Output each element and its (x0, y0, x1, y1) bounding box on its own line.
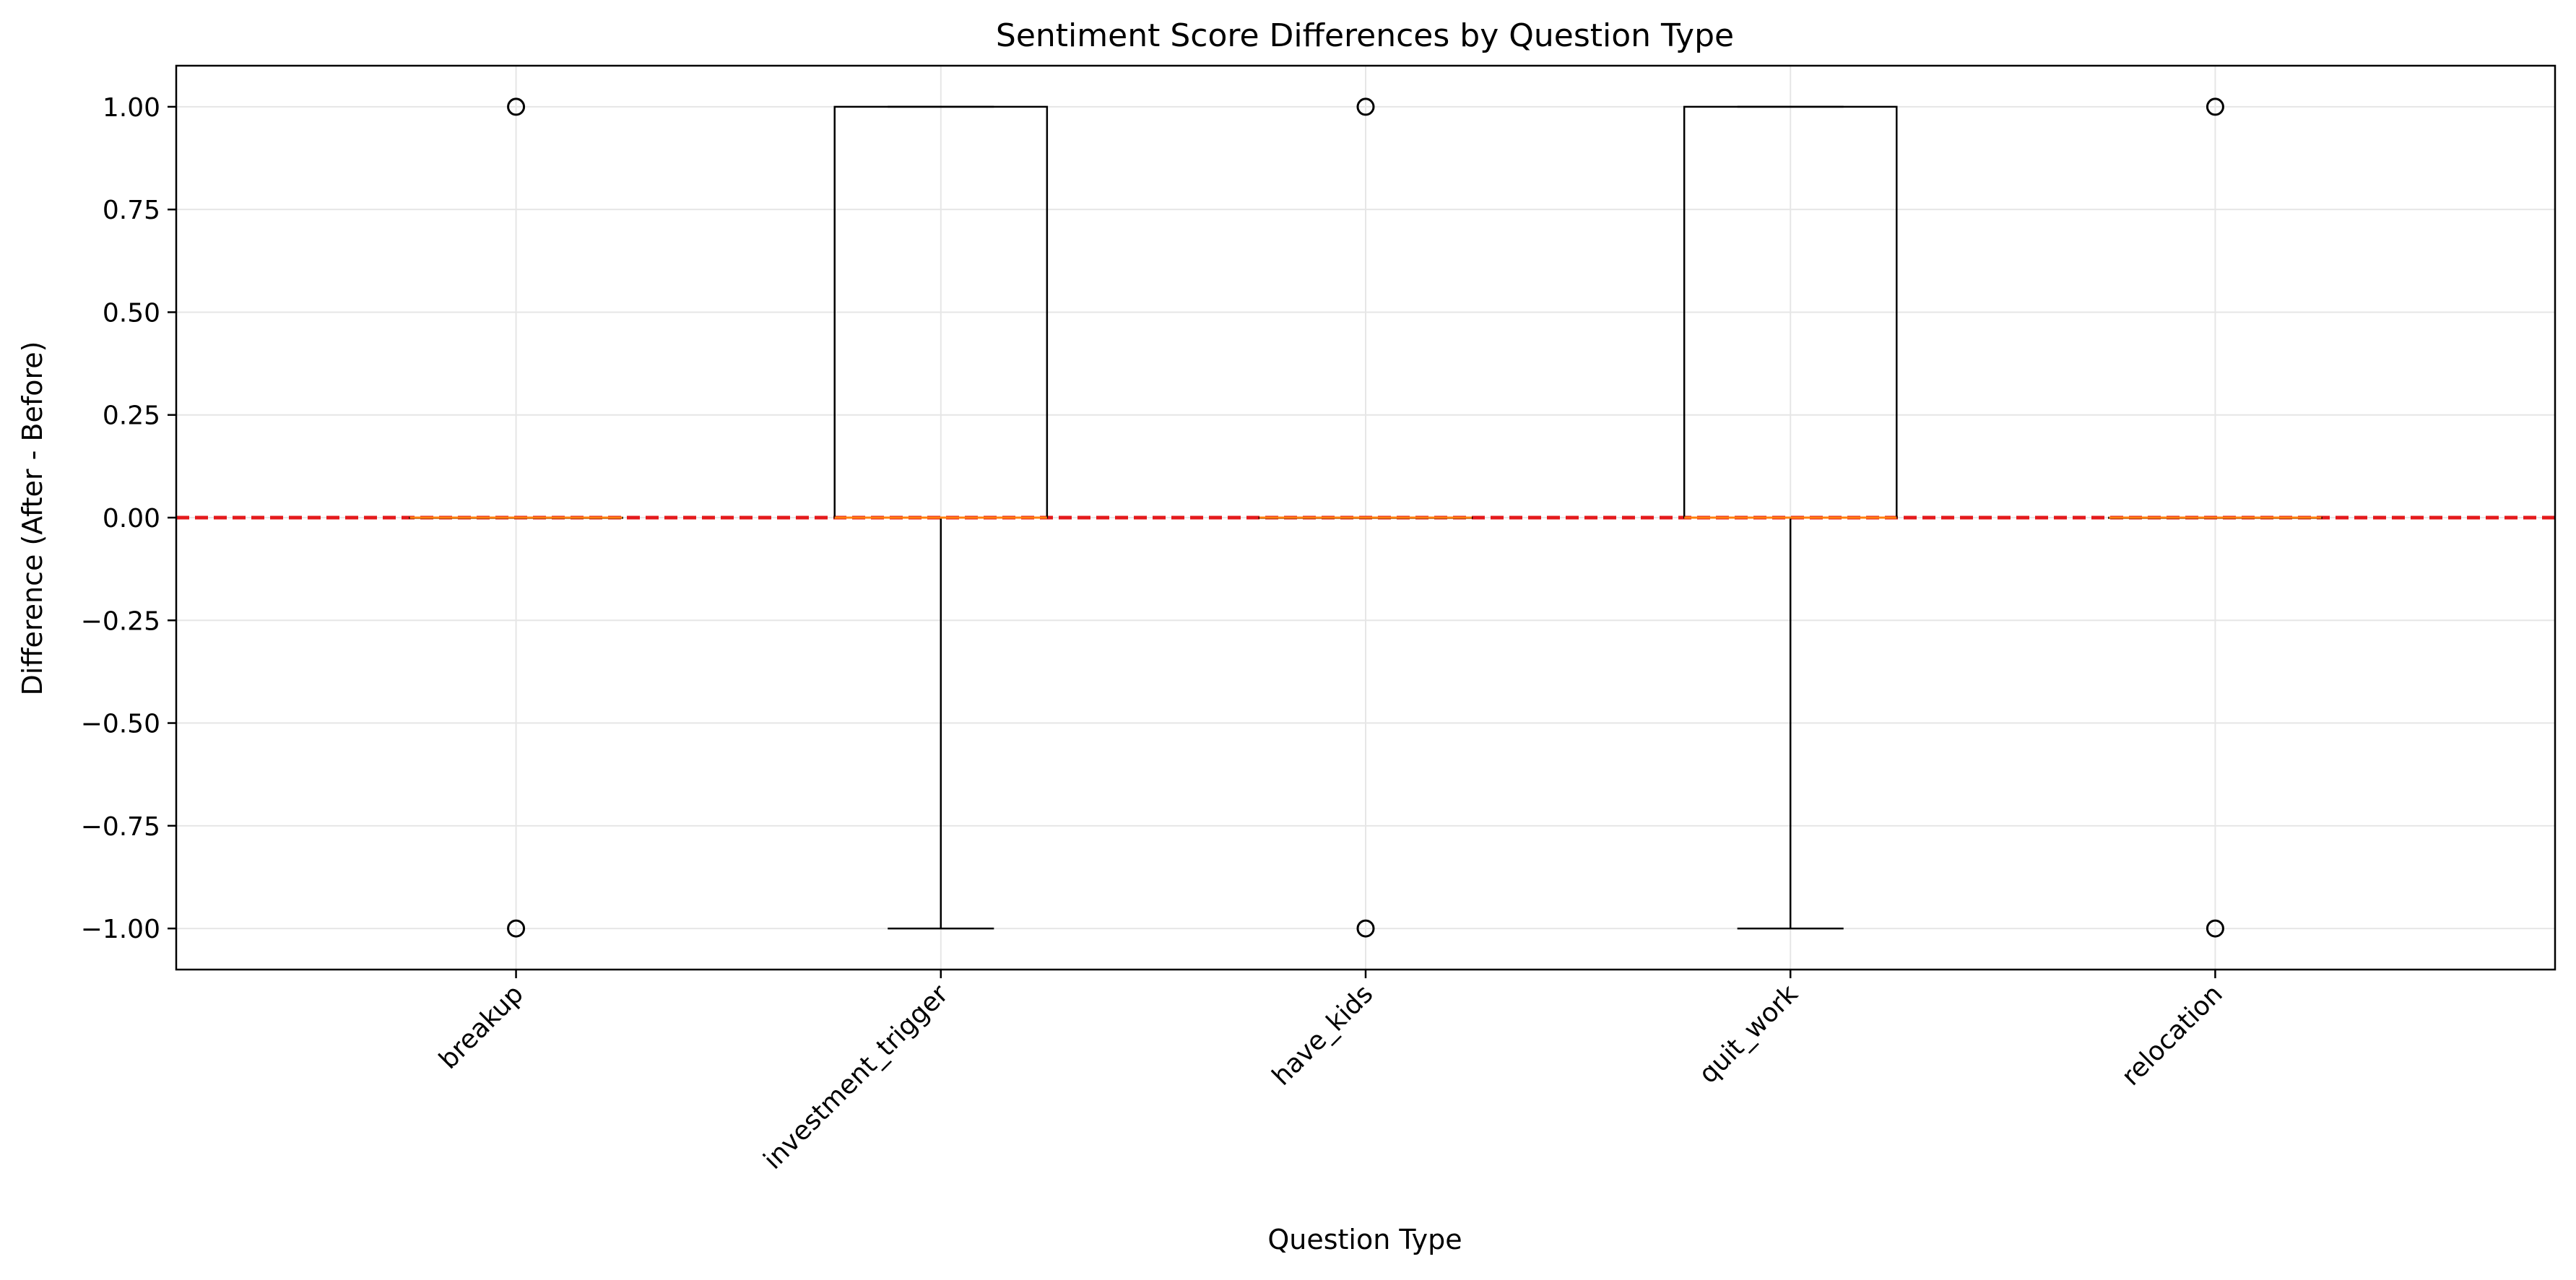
x-tick-label: relocation (2116, 979, 2229, 1092)
y-tick-label: 0.50 (103, 298, 160, 328)
box-have_kids (1258, 97, 1473, 938)
y-tick-label: −0.50 (81, 710, 160, 739)
box-breakup (409, 97, 623, 938)
chart-title: Sentiment Score Differences by Question … (996, 17, 1734, 54)
y-axis-ticks: −1.00 −0.75 −0.50 −0.25 0.00 0.25 0.50 0.75 1.00 (81, 93, 176, 944)
y-tick-label: −0.25 (81, 606, 160, 636)
x-tick-label: have_kids (1267, 979, 1379, 1091)
y-tick-label: 0.25 (103, 401, 160, 431)
outlier-point (507, 97, 526, 116)
y-axis-label: Difference (After - Before) (17, 341, 48, 696)
outlier-point (1356, 919, 1375, 938)
outlier-point (507, 919, 526, 938)
box-relocation (2108, 97, 2323, 938)
boxes-layer (409, 97, 2323, 938)
outlier-point (2206, 97, 2224, 116)
x-tick-label: investment_trigger (758, 979, 955, 1175)
y-tick-label: 0.75 (103, 196, 160, 225)
y-tick-label: 0.00 (103, 504, 160, 534)
x-axis-label: Question Type (1267, 1224, 1462, 1255)
x-tick-label: breakup (433, 979, 529, 1075)
x-tick-label: quit_work (1694, 979, 1804, 1089)
box-investment_trigger (833, 105, 1049, 930)
y-tick-label: −1.00 (81, 915, 160, 944)
y-tick-label: 1.00 (103, 93, 160, 123)
outlier-point (1356, 97, 1375, 116)
box-quit_work (1683, 105, 1898, 930)
x-axis-ticks: breakup investment_trigger have_kids quit_w… (433, 970, 2229, 1175)
outlier-point (2206, 919, 2224, 938)
y-tick-label: −0.75 (81, 812, 160, 842)
